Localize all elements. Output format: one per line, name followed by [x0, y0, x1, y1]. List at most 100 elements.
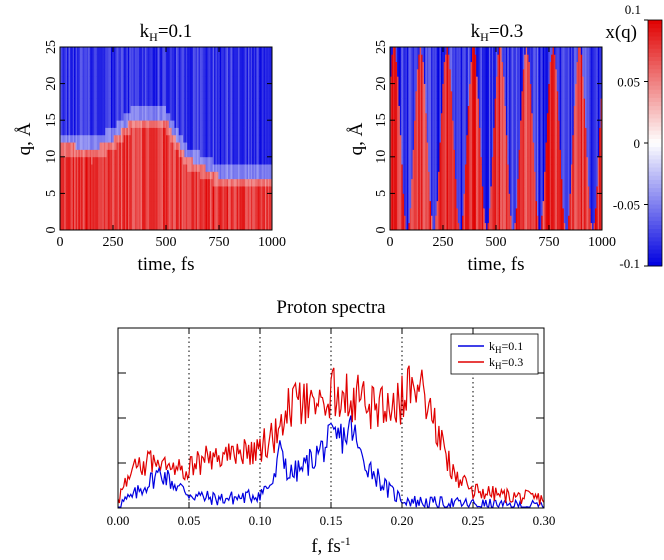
- heatmap-cell: [452, 120, 454, 128]
- heatmap-cell: [429, 90, 432, 99]
- heatmap-cell: [438, 142, 440, 150]
- heatmap-cell: [397, 215, 399, 224]
- heatmap-cell: [425, 149, 428, 158]
- heatmap-cell: [433, 61, 436, 70]
- heatmap-cell: [397, 193, 399, 202]
- heatmap-cell: [212, 193, 215, 202]
- heatmap-cell: [221, 68, 223, 77]
- heatmap-cell: [167, 134, 170, 143]
- heatmap-cell: [192, 112, 195, 121]
- heatmap-cell: [421, 76, 423, 84]
- heatmap-cell: [160, 156, 163, 165]
- heatmap-cell: [150, 68, 153, 77]
- heatmap-cell: [177, 127, 180, 136]
- heatmap-cell: [86, 98, 89, 106]
- heatmap-cell: [61, 222, 64, 230]
- heatmap-cell: [166, 200, 168, 209]
- heatmap-cell: [394, 193, 397, 202]
- heatmap-cell: [231, 142, 233, 150]
- heatmap-cell: [122, 76, 124, 84]
- heatmap-cell: [167, 156, 170, 165]
- heatmap-cell: [208, 120, 211, 128]
- heatmap-cell: [269, 90, 271, 99]
- heatmap-cell: [117, 90, 120, 99]
- heatmap-cell: [81, 127, 84, 136]
- heatmap-cell: [125, 215, 127, 224]
- heatmap-cell: [92, 171, 95, 180]
- heatmap-cell: [174, 193, 177, 202]
- heatmap-cell: [195, 47, 198, 55]
- heatmap-cell: [129, 68, 132, 77]
- heatmap-cell: [425, 120, 428, 128]
- heatmap-cell: [122, 149, 124, 158]
- heatmap-cell: [245, 208, 247, 216]
- heatmap-cell: [154, 83, 157, 92]
- heatmap-cell: [61, 164, 64, 172]
- heatmap-cell: [205, 120, 208, 128]
- heatmap-cell: [112, 83, 115, 92]
- heatmap-cell: [175, 120, 178, 128]
- heatmap-cell: [167, 149, 170, 158]
- heatmap-cell: [266, 54, 269, 63]
- heatmap-cell: [231, 222, 233, 230]
- heatmap-cell: [399, 134, 402, 143]
- heatmap-cell: [184, 54, 187, 63]
- heatmap-cell: [65, 142, 68, 150]
- heatmap-cell: [247, 215, 250, 224]
- heatmap-cell: [109, 76, 112, 84]
- heatmap-cell: [72, 171, 75, 180]
- heatmap-cell: [116, 98, 119, 106]
- heatmap-cell: [439, 178, 442, 187]
- heatmap-cell: [225, 83, 228, 92]
- heatmap-left-ytick-label: 0: [44, 227, 59, 234]
- heatmap-cell: [404, 142, 406, 150]
- heatmap-cell: [187, 193, 190, 202]
- heatmap-cell: [409, 186, 412, 194]
- heatmap-cell: [421, 112, 423, 121]
- heatmap-cell: [65, 178, 68, 187]
- heatmap-cell: [218, 164, 221, 172]
- heatmap-cell: [202, 215, 205, 224]
- heatmap-cell: [406, 68, 409, 77]
- heatmap-cell: [392, 90, 395, 99]
- heatmap-cell: [199, 120, 202, 128]
- heatmap-cell: [191, 164, 194, 172]
- heatmap-cell: [123, 171, 126, 180]
- heatmap-cell: [250, 76, 253, 84]
- heatmap-cell: [440, 215, 443, 224]
- heatmap-cell: [69, 112, 72, 121]
- heatmap-cell: [93, 193, 96, 202]
- heatmap-cell: [116, 156, 119, 165]
- heatmap-cell: [404, 215, 406, 224]
- heatmap-cell: [99, 200, 102, 209]
- heatmap-cell: [398, 186, 401, 194]
- heatmap-cell: [240, 127, 243, 136]
- heatmap-cell: [98, 222, 100, 230]
- heatmap-cell: [404, 98, 406, 106]
- heatmap-cell: [144, 90, 147, 99]
- heatmap-cell: [65, 127, 68, 136]
- heatmap-cell: [163, 200, 165, 209]
- heatmap-cell: [223, 105, 226, 114]
- heatmap-cell: [414, 178, 416, 187]
- heatmap-cell: [209, 68, 212, 77]
- heatmap-cell: [74, 208, 76, 216]
- heatmap-cell: [129, 164, 132, 172]
- heatmap-cell: [127, 83, 130, 92]
- heatmap-cell: [214, 127, 216, 136]
- heatmap-cell: [226, 200, 229, 209]
- heatmap-cell: [245, 68, 247, 77]
- heatmap-cell: [397, 222, 399, 230]
- heatmap-cell: [184, 61, 187, 70]
- heatmap-cell: [74, 127, 76, 136]
- heatmap-cell: [246, 193, 249, 202]
- heatmap-cell: [435, 186, 438, 194]
- heatmap-cell: [122, 142, 124, 150]
- heatmap-cell: [205, 200, 208, 209]
- heatmap-cell: [149, 90, 151, 99]
- heatmap-cell: [74, 105, 76, 114]
- heatmap-cell: [212, 186, 215, 194]
- heatmap-cell: [192, 178, 195, 187]
- heatmap-cell: [209, 61, 212, 70]
- heatmap-cell: [88, 90, 91, 99]
